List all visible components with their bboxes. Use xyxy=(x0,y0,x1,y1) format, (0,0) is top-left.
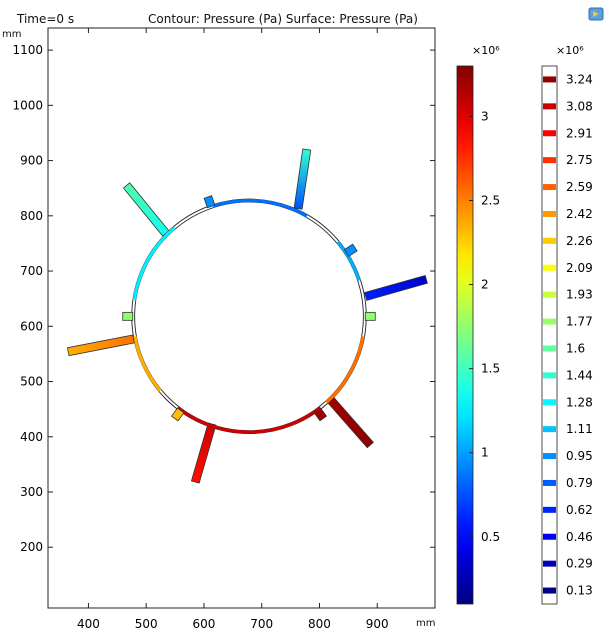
time-label: Time=0 s xyxy=(17,12,75,26)
contour-level-swatch xyxy=(543,76,556,83)
x-tick-label: 600 xyxy=(193,617,216,631)
ring-segment xyxy=(176,406,322,434)
y-tick-label: 700 xyxy=(20,264,43,278)
contour-level-label: 1.6 xyxy=(566,341,585,355)
contour-level-swatch xyxy=(543,210,556,217)
contour-level-swatch xyxy=(543,453,556,460)
pipe xyxy=(364,274,428,301)
contour-level-label: 1.11 xyxy=(566,422,593,436)
y-tick-label: 400 xyxy=(20,430,43,444)
contour-level-label: 1.77 xyxy=(566,315,593,329)
continuous-colorbar: ×10⁶ 0.5 1 1.5 2 2.5 3 xyxy=(456,44,500,605)
y-tick-label: 800 xyxy=(20,209,43,223)
stub xyxy=(343,243,358,257)
colorbar-gradient xyxy=(456,65,474,605)
contour-level-swatch xyxy=(543,560,556,567)
colorbar-tick-label: 2 xyxy=(481,278,489,292)
plot-axes: 400 500 600 700 800 900 200 300 400 500 600 700 800 9… xyxy=(12,27,436,631)
x-tick-label: 400 xyxy=(77,617,100,631)
contour-level-swatch xyxy=(543,479,556,486)
plot-frame xyxy=(47,27,436,609)
contour-level-label: 0.13 xyxy=(566,584,593,598)
contour-level-swatch xyxy=(543,372,556,379)
contour-level-label: 1.44 xyxy=(566,368,593,382)
ring-segment xyxy=(132,226,176,301)
contour-level-label: 0.95 xyxy=(566,449,593,463)
colorbar-tick-label: 1.5 xyxy=(481,362,500,376)
contour-level-swatch xyxy=(543,345,556,352)
y-tick-label: 1100 xyxy=(12,43,43,57)
contour-level-label: 2.26 xyxy=(566,234,593,248)
contour-level-label: 1.93 xyxy=(566,288,593,302)
contour-level-label: 2.42 xyxy=(566,207,593,221)
x-tick-label: 800 xyxy=(308,617,331,631)
contour-level-swatch xyxy=(543,399,556,406)
stub xyxy=(313,407,328,422)
contour-level-label: 0.46 xyxy=(566,530,593,544)
x-tick-label: 900 xyxy=(366,617,389,631)
contour-level-label: 2.59 xyxy=(566,180,593,194)
contour-level-label: 2.75 xyxy=(566,153,593,167)
contour-level-swatch xyxy=(543,587,556,594)
stub xyxy=(122,311,134,321)
x-tick-label: 500 xyxy=(135,617,158,631)
x-tick-label: 700 xyxy=(250,617,273,631)
contour-level-label: 0.79 xyxy=(566,476,593,490)
ring-segment xyxy=(336,240,361,282)
contour-colorbar-multiplier: ×10⁶ xyxy=(556,44,584,57)
pipe xyxy=(327,397,374,449)
contour-level-label: 3.08 xyxy=(566,99,593,113)
pipe xyxy=(293,148,312,210)
pipe xyxy=(122,182,170,237)
contour-level-label: 2.91 xyxy=(566,126,593,140)
stub xyxy=(171,407,185,422)
colorbar-multiplier: ×10⁶ xyxy=(472,44,500,57)
pipe xyxy=(190,422,217,484)
contour-level-swatch xyxy=(543,157,556,164)
colorbar-tick-label: 2.5 xyxy=(481,194,500,208)
stub xyxy=(364,311,376,321)
plot-area xyxy=(66,148,428,484)
contour-level-swatch xyxy=(543,291,556,298)
colorbar-tick-label: 1 xyxy=(481,446,489,460)
contour-level-swatch xyxy=(543,184,556,191)
contour-level-swatch xyxy=(543,237,556,244)
contour-level-label: 3.24 xyxy=(566,72,593,86)
colorbar-tick-label: 3 xyxy=(481,109,489,123)
contour-colorbar-frame xyxy=(541,65,558,605)
contour-colorbar: ×10⁶ 3.24 3.08 2.91 2.75 2.59 2.42 2.26 2.09 1.93… xyxy=(541,44,593,605)
ring-segment xyxy=(212,198,308,218)
colorbar-tick-label: 0.5 xyxy=(481,530,500,544)
contour-level-swatch xyxy=(543,103,556,110)
contour-level-swatch xyxy=(543,264,556,271)
contour-level-swatch xyxy=(543,130,556,137)
plot-window-icon[interactable] xyxy=(588,6,604,22)
ring-segment xyxy=(133,336,162,392)
contour-level-swatch xyxy=(543,426,556,433)
contour-level-label: 2.09 xyxy=(566,261,593,275)
y-tick-label: 500 xyxy=(20,375,43,389)
y-axis-unit: mm xyxy=(2,29,22,40)
contour-level-swatch xyxy=(543,318,556,325)
y-tick-label: 600 xyxy=(20,319,43,333)
x-axis-unit: mm xyxy=(416,618,436,629)
plot-title: Contour: Pressure (Pa) Surface: Pressure… xyxy=(148,12,418,26)
y-tick-label: 200 xyxy=(20,540,43,554)
stub xyxy=(203,195,216,209)
contour-level-swatch xyxy=(543,506,556,513)
ring-inner xyxy=(134,201,364,432)
contour-level-swatch xyxy=(543,533,556,540)
contour-level-label: 0.29 xyxy=(566,557,593,571)
y-tick-label: 900 xyxy=(20,154,43,168)
contour-level-label: 0.62 xyxy=(566,503,593,517)
y-tick-label: 300 xyxy=(20,485,43,499)
pipe xyxy=(66,334,135,357)
ring-segment xyxy=(325,336,365,404)
contour-level-label: 1.28 xyxy=(566,395,593,409)
y-tick-label: 1000 xyxy=(12,98,43,112)
